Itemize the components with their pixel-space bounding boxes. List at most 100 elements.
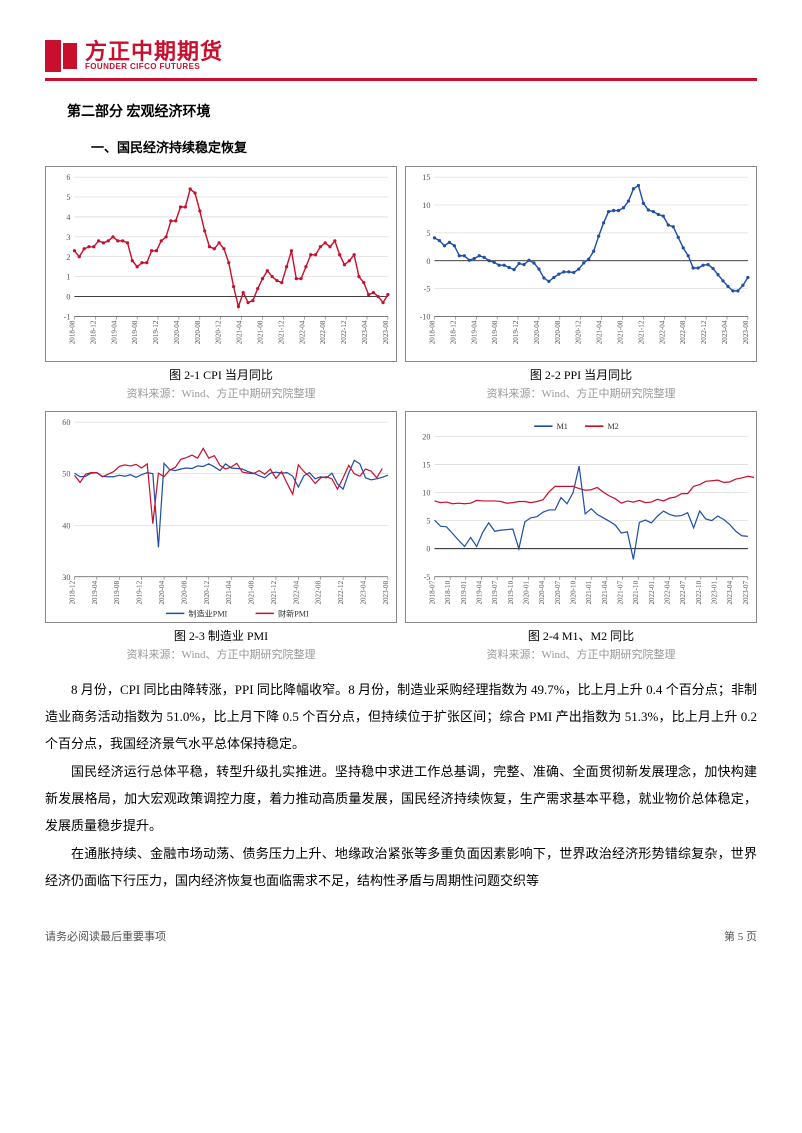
svg-text:6: 6 [66, 173, 70, 182]
chart-source: 资料来源：Wind、方正中期研究院整理 [405, 385, 757, 401]
svg-text:15: 15 [422, 461, 430, 470]
svg-text:60: 60 [62, 418, 70, 427]
svg-text:30: 30 [62, 573, 70, 582]
svg-text:2021-08: 2021-08 [257, 320, 265, 344]
svg-text:2019-04: 2019-04 [470, 320, 478, 344]
svg-text:0: 0 [66, 293, 70, 302]
svg-text:2018-07: 2018-07 [428, 581, 436, 605]
svg-text:2020-08: 2020-08 [554, 320, 562, 344]
svg-text:2022-04: 2022-04 [658, 320, 666, 344]
svg-text:2023-08: 2023-08 [382, 581, 390, 605]
svg-text:2020-04: 2020-04 [173, 320, 181, 344]
svg-text:-5: -5 [424, 285, 431, 294]
svg-text:0: 0 [426, 257, 430, 266]
svg-text:2019-04: 2019-04 [110, 320, 118, 344]
svg-text:2021-10: 2021-10 [632, 581, 640, 605]
svg-text:2023-04: 2023-04 [721, 320, 729, 344]
svg-text:-1: -1 [64, 313, 71, 322]
footer-page-number: 第 5 页 [724, 928, 757, 944]
chart-source: 资料来源：Wind、方正中期研究院整理 [45, 646, 397, 662]
svg-text:2022-12: 2022-12 [340, 320, 348, 344]
svg-text:2020-12: 2020-12 [575, 320, 583, 344]
svg-text:2019-12: 2019-12 [512, 320, 520, 344]
svg-text:2021-12: 2021-12 [277, 320, 285, 344]
footer-disclaimer: 请务必阅读最后重要事项 [45, 928, 166, 944]
svg-text:M1: M1 [557, 422, 568, 431]
logo-en: FOUNDER CIFCO FUTURES [85, 63, 223, 71]
svg-text:5: 5 [426, 229, 430, 238]
svg-text:2023-04: 2023-04 [359, 581, 367, 605]
svg-text:2018-12: 2018-12 [89, 320, 97, 344]
svg-text:5: 5 [66, 193, 70, 202]
chart-caption: 图 2-3 制造业 PMI [45, 627, 397, 644]
page: 方正中期期货 FOUNDER CIFCO FUTURES 第二部分 宏观经济环境… [0, 0, 802, 974]
chart-pmi: 30 40 50 60 2018-12 2019-04 2019-08 2019-12 2020… [45, 411, 397, 623]
paragraph: 在通胀持续、金融市场动荡、债务压力上升、地缘政治紧张等多重负面因素影响下，世界政… [45, 840, 757, 895]
svg-text:2022-04: 2022-04 [664, 581, 672, 605]
chart-cell-ppi: -10-50510152018-082018-122019-042019-082… [405, 166, 757, 407]
svg-text:0: 0 [426, 545, 430, 554]
svg-text:2021-04: 2021-04 [225, 581, 233, 605]
svg-text:10: 10 [422, 201, 430, 210]
svg-text:2020-04: 2020-04 [158, 581, 166, 605]
logo-text: 方正中期期货 FOUNDER CIFCO FUTURES [85, 41, 223, 71]
svg-text:2019-12: 2019-12 [136, 581, 144, 605]
chart-cell-pmi: 30 40 50 60 2018-12 2019-04 2019-08 2019-12 2020… [45, 411, 397, 668]
svg-text:2021-08: 2021-08 [617, 320, 625, 344]
svg-text:2018-12: 2018-12 [449, 320, 457, 344]
svg-text:2020-12: 2020-12 [203, 581, 211, 605]
svg-text:-10: -10 [420, 313, 431, 322]
chart-caption: 图 2-4 M1、M2 同比 [405, 627, 757, 644]
svg-text:2023-01: 2023-01 [711, 581, 719, 605]
svg-text:2021-12: 2021-12 [637, 320, 645, 344]
svg-text:2021-04: 2021-04 [601, 581, 609, 605]
svg-text:2: 2 [66, 253, 70, 262]
svg-text:2018-10: 2018-10 [444, 581, 452, 605]
subsection-title: 一、国民经济持续稳定恢复 [91, 137, 757, 156]
svg-text:2023-04: 2023-04 [726, 581, 734, 605]
svg-text:2019-07: 2019-07 [491, 581, 499, 605]
svg-text:2018-08: 2018-08 [68, 320, 76, 344]
svg-text:5: 5 [426, 517, 430, 526]
svg-text:2021-01: 2021-01 [585, 581, 593, 605]
svg-text:M2: M2 [607, 422, 618, 431]
svg-text:50: 50 [62, 470, 70, 479]
svg-text:2022-04: 2022-04 [298, 320, 306, 344]
svg-text:2022-04: 2022-04 [292, 581, 300, 605]
svg-text:2020-08: 2020-08 [194, 320, 202, 344]
chart-source: 资料来源：Wind、方正中期研究院整理 [45, 385, 397, 401]
svg-text:2019-04: 2019-04 [91, 581, 99, 605]
svg-text:2019-12: 2019-12 [152, 320, 160, 344]
svg-text:2019-01: 2019-01 [460, 581, 468, 605]
svg-text:2023-08: 2023-08 [382, 320, 390, 344]
logo-cn: 方正中期期货 [85, 41, 223, 63]
svg-text:1: 1 [66, 273, 70, 282]
svg-text:2023-07: 2023-07 [742, 581, 750, 605]
svg-text:2021-07: 2021-07 [617, 581, 625, 605]
svg-text:2018-12: 2018-12 [68, 581, 76, 605]
svg-text:2020-08: 2020-08 [180, 581, 188, 605]
svg-text:40: 40 [62, 522, 70, 531]
svg-text:2018-08: 2018-08 [428, 320, 436, 344]
svg-text:2022-01: 2022-01 [648, 581, 656, 605]
svg-text:2019-10: 2019-10 [507, 581, 515, 605]
svg-text:2021-04: 2021-04 [596, 320, 604, 344]
svg-text:2021-04: 2021-04 [236, 320, 244, 344]
svg-text:2022-07: 2022-07 [679, 581, 687, 605]
svg-text:2023-04: 2023-04 [361, 320, 369, 344]
svg-text:2022-08: 2022-08 [315, 581, 323, 605]
svg-text:10: 10 [422, 489, 430, 498]
chart-caption: 图 2-2 PPI 当月同比 [405, 366, 757, 383]
chart-cell-cpi: -101234562018-082018-122019-042019-08201… [45, 166, 397, 407]
svg-text:2019-08: 2019-08 [131, 320, 139, 344]
svg-text:20: 20 [422, 433, 430, 442]
paragraph: 国民经济运行总体平稳，转型升级扎实推进。坚持稳中求进工作总基调，完整、准确、全面… [45, 758, 757, 840]
chart-caption: 图 2-1 CPI 当月同比 [45, 366, 397, 383]
svg-text:2021-12: 2021-12 [270, 581, 278, 605]
paragraph: 8 月份，CPI 同比由降转涨，PPI 同比降幅收窄。8 月份，制造业采购经理指… [45, 676, 757, 758]
logo-mark [45, 40, 77, 72]
svg-text:2019-08: 2019-08 [113, 581, 121, 605]
logo-square [63, 43, 77, 69]
svg-text:财新PMI: 财新PMI [278, 609, 309, 619]
svg-text:2020-04: 2020-04 [533, 320, 541, 344]
